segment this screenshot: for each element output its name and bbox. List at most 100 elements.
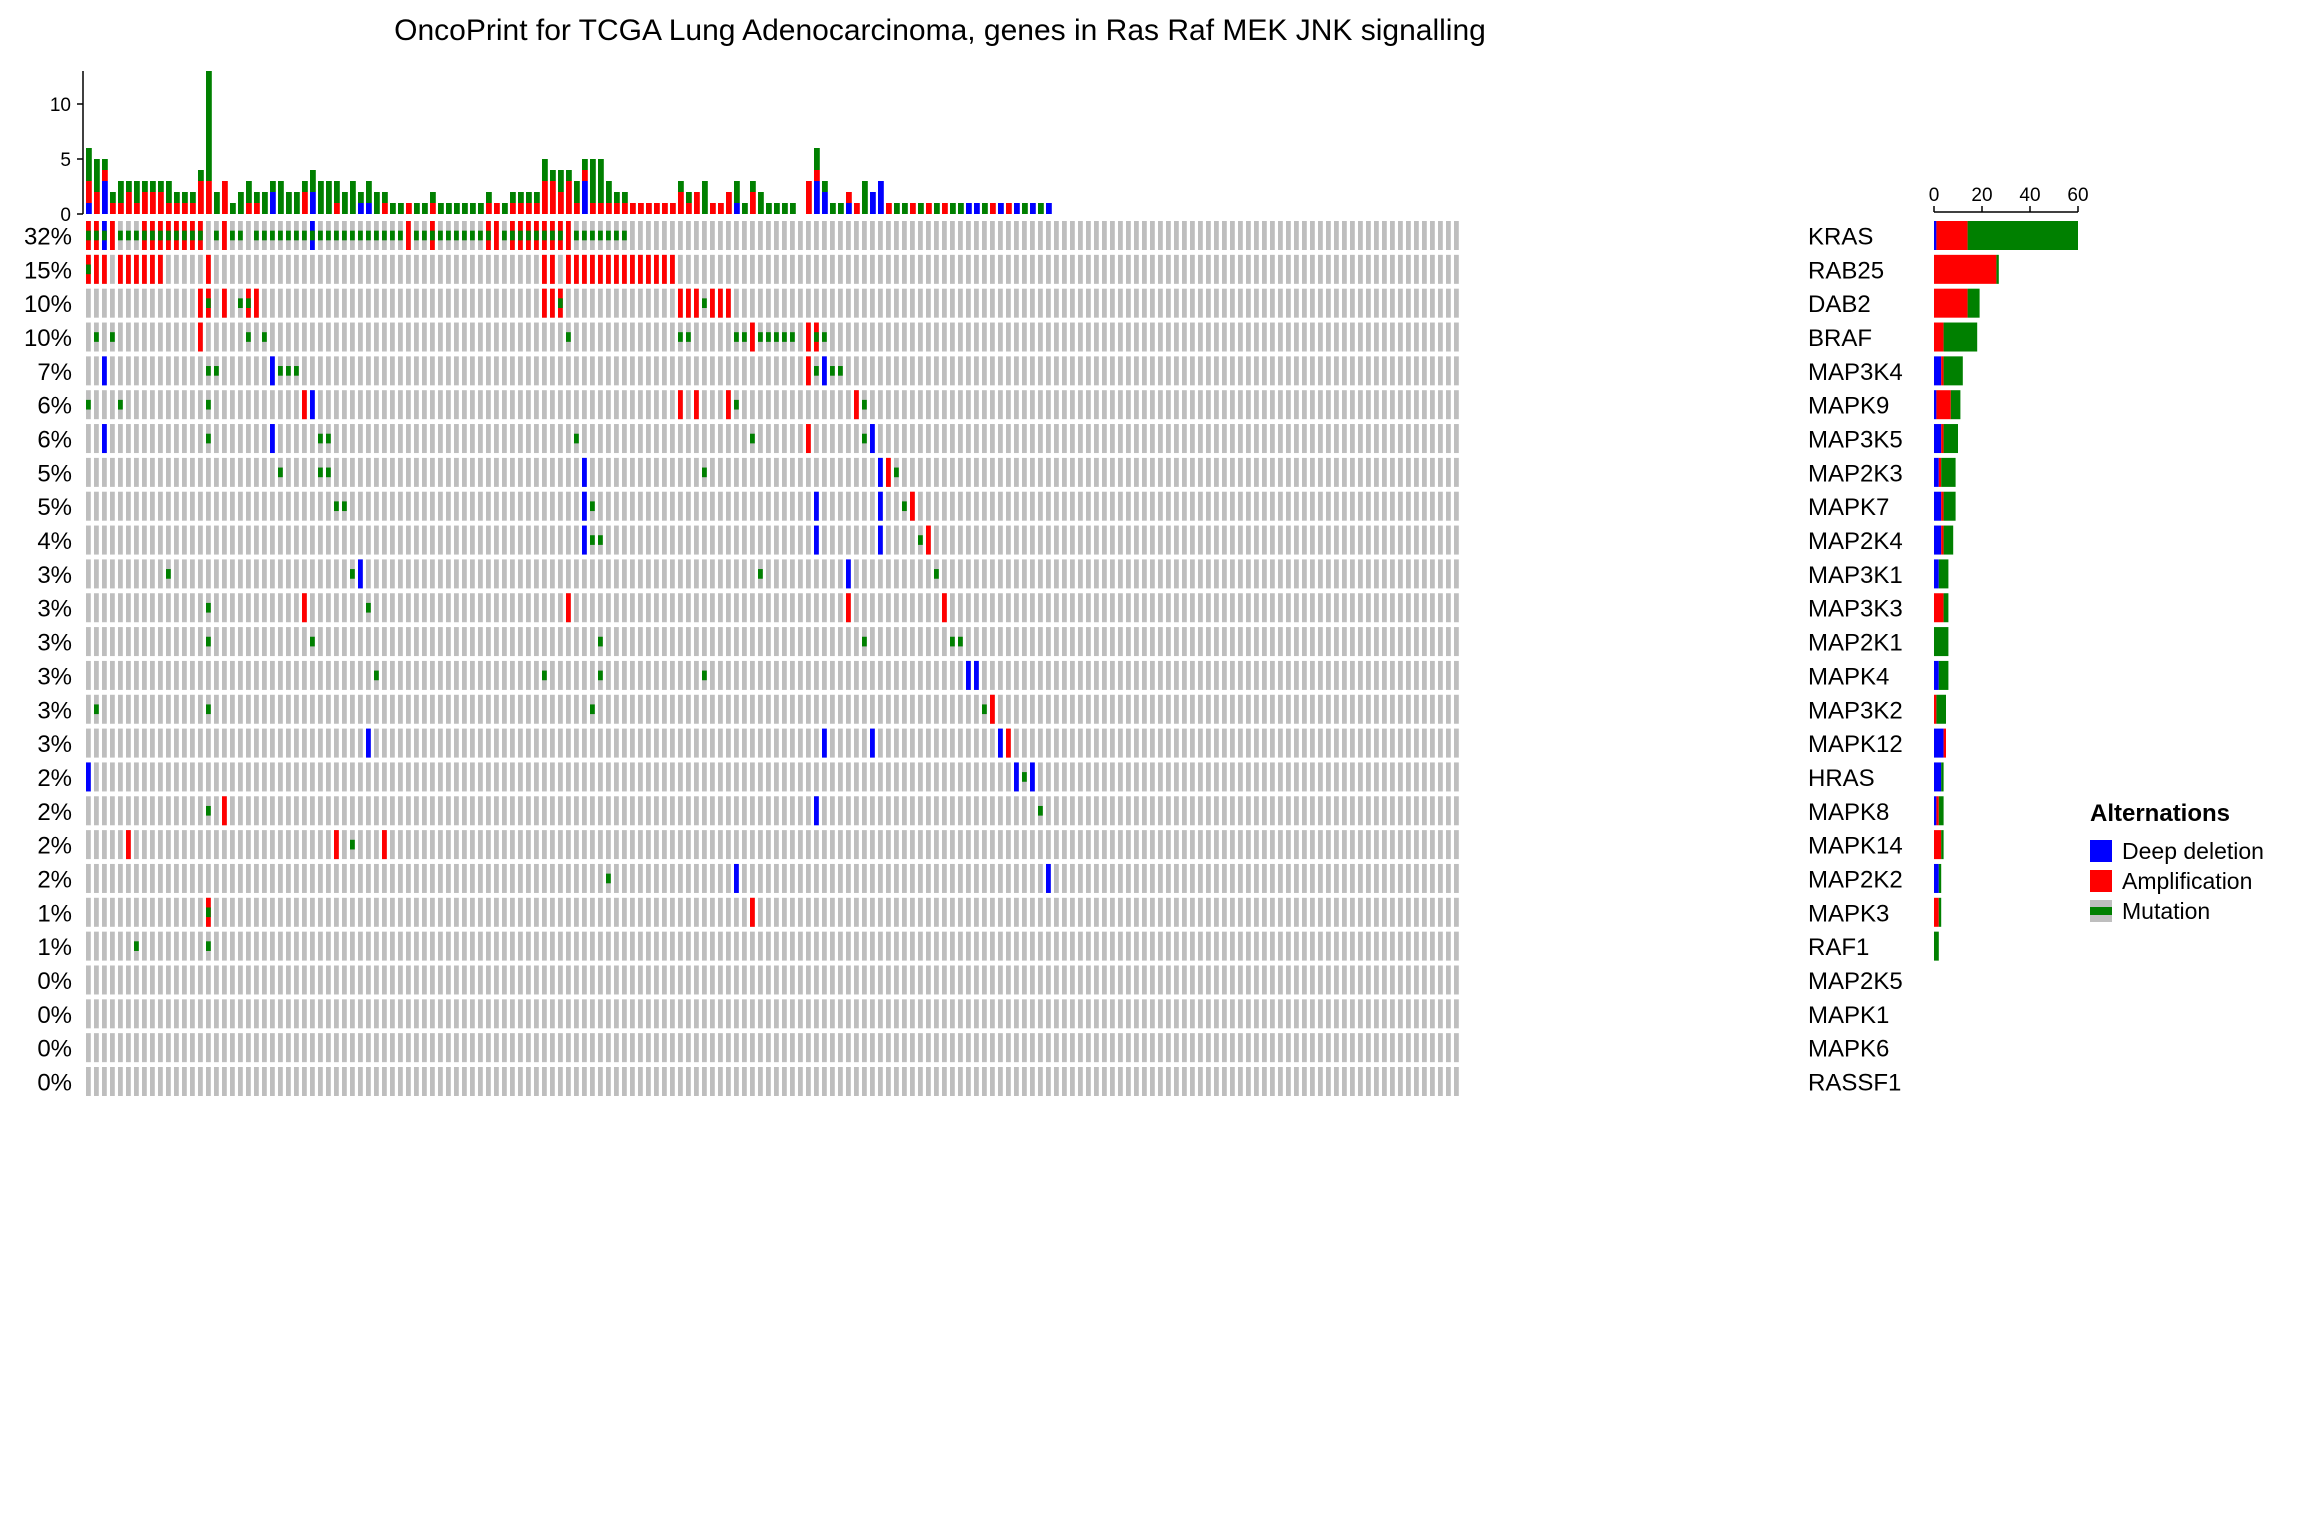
cell-mutation — [750, 433, 755, 444]
cell-background — [1342, 1067, 1347, 1096]
cell-background — [134, 1067, 139, 1096]
top-bar-mutation — [126, 181, 132, 192]
cell-background — [1374, 491, 1379, 521]
cell-background — [726, 1067, 731, 1096]
cell-background — [1422, 694, 1427, 724]
cell-background — [1286, 897, 1291, 927]
cell-background — [630, 593, 635, 623]
cell-background — [838, 762, 843, 792]
cell-background — [974, 491, 979, 521]
cell-background — [230, 863, 235, 893]
cell-background — [894, 559, 899, 589]
cell-background — [902, 593, 907, 623]
cell-background — [1102, 897, 1107, 927]
cell-background — [774, 221, 779, 250]
cell-background — [1222, 660, 1227, 690]
cell-deep-deletion — [846, 559, 851, 589]
cell-background — [822, 457, 827, 487]
cell-background — [446, 796, 451, 826]
cell-mutation — [590, 501, 595, 512]
cell-background — [1406, 559, 1411, 589]
cell-background — [486, 424, 491, 454]
cell-background — [638, 559, 643, 589]
cell-background — [118, 627, 123, 657]
cell-background — [1030, 897, 1035, 927]
cell-background — [1022, 457, 1027, 487]
cell-background — [1262, 1033, 1267, 1063]
cell-background — [422, 1067, 427, 1096]
top-bar-mutation — [374, 192, 380, 214]
cell-background — [526, 1033, 531, 1063]
cell-background — [478, 390, 483, 420]
cell-background — [934, 457, 939, 487]
cell-background — [1262, 965, 1267, 995]
cell-background — [846, 457, 851, 487]
cell-background — [110, 525, 115, 555]
cell-background — [222, 491, 227, 521]
top-bar-mutation — [326, 181, 332, 214]
cell-background — [214, 762, 219, 792]
cell-background — [1014, 1067, 1019, 1096]
top-bar-mutation — [822, 181, 828, 192]
cell-background — [1174, 660, 1179, 690]
cell-background — [342, 762, 347, 792]
cell-background — [1278, 863, 1283, 893]
cell-background — [942, 457, 947, 487]
cell-background — [1430, 254, 1435, 284]
cell-background — [854, 221, 859, 250]
cell-background — [182, 457, 187, 487]
cell-background — [982, 221, 987, 250]
cell-background — [622, 356, 627, 386]
cell-background — [622, 1033, 627, 1063]
cell-background — [966, 254, 971, 284]
cell-amplification — [926, 525, 931, 555]
cell-background — [358, 1067, 363, 1096]
cell-background — [382, 593, 387, 623]
cell-background — [710, 627, 715, 657]
cell-mutation — [598, 636, 603, 647]
cell-background — [774, 627, 779, 657]
cell-background — [1422, 1033, 1427, 1063]
cell-background — [406, 796, 411, 826]
cell-background — [166, 627, 171, 657]
cell-background — [406, 322, 411, 352]
cell-amplification — [806, 424, 811, 454]
cell-background — [382, 424, 387, 454]
cell-background — [1222, 762, 1227, 792]
cell-background — [718, 559, 723, 589]
cell-background — [1278, 897, 1283, 927]
cell-background — [1382, 694, 1387, 724]
cell-background — [1302, 288, 1307, 318]
cell-background — [398, 660, 403, 690]
cell-background — [1206, 356, 1211, 386]
cell-background — [438, 254, 443, 284]
cell-background — [1206, 728, 1211, 758]
cell-background — [1102, 660, 1107, 690]
cell-background — [1102, 627, 1107, 657]
cell-background — [1182, 1067, 1187, 1096]
cell-background — [246, 830, 251, 860]
cell-background — [430, 288, 435, 318]
top-bar-deletion — [102, 181, 108, 214]
cell-background — [142, 694, 147, 724]
top-bar-amplification — [302, 192, 308, 214]
cell-background — [846, 863, 851, 893]
cell-background — [1030, 660, 1035, 690]
cell-background — [406, 593, 411, 623]
cell-background — [550, 965, 555, 995]
cell-background — [310, 356, 315, 386]
cell-background — [366, 424, 371, 454]
cell-background — [1166, 762, 1171, 792]
top-bar-mutation — [774, 203, 780, 214]
cell-background — [422, 457, 427, 487]
cell-background — [662, 863, 667, 893]
cell-background — [790, 1067, 795, 1096]
gene-row-map2k5 — [86, 965, 1459, 995]
cell-background — [710, 593, 715, 623]
cell-background — [1342, 694, 1347, 724]
cell-background — [566, 999, 571, 1029]
cell-background — [1134, 288, 1139, 318]
cell-background — [902, 457, 907, 487]
cell-background — [1110, 1033, 1115, 1063]
top-bar-mutation — [334, 181, 340, 203]
